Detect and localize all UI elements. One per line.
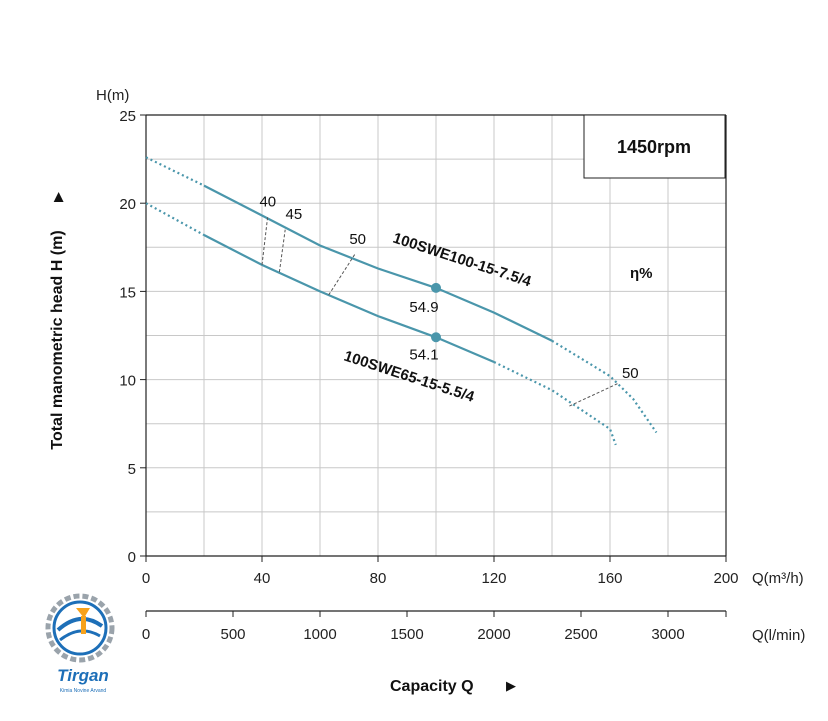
curve-dotted-end — [493, 361, 617, 446]
y-tick-label: 15 — [119, 284, 136, 301]
x-axis-title: Capacity Q — [390, 678, 474, 695]
y-tick-label: 5 — [128, 461, 136, 478]
x2-tick-label: 500 — [220, 626, 245, 643]
efficiency-line — [328, 254, 356, 296]
y-unit-label: H(m) — [96, 87, 129, 104]
curve-solid — [203, 234, 495, 364]
x2-tick-label: 0 — [142, 626, 150, 643]
y-tick-label: 0 — [128, 549, 136, 566]
y-tick-label: 25 — [119, 108, 136, 125]
x2-tick-label: 3000 — [651, 626, 684, 643]
tirgan-logo-icon — [45, 593, 115, 663]
y-axis-arrow: ▶ — [51, 192, 66, 202]
efficiency-line — [278, 229, 286, 273]
x2-tick-label: 1000 — [303, 626, 336, 643]
efficiency-label: 45 — [286, 206, 303, 223]
x2-tick-label: 2500 — [564, 626, 597, 643]
secondary-axis: 0 500 1000 1500 2000 2500 3000 — [142, 610, 727, 643]
speed-label: 1450rpm — [617, 137, 691, 157]
curve-dotted-end — [551, 339, 658, 434]
x2-unit-label: Q(l/min) — [752, 627, 805, 644]
series-name-label: 100SWE100-15-7.5/4 — [391, 230, 534, 291]
x-tick-label: 80 — [370, 570, 387, 587]
x-axis-arrow: ▶ — [506, 679, 516, 694]
efficiency-line — [569, 382, 619, 407]
y-axis-title: Total manometric head H (m) — [49, 230, 66, 449]
curve-solid — [203, 184, 553, 342]
y-tick-label: 20 — [119, 196, 136, 213]
x-tick-label: 120 — [481, 570, 506, 587]
bep-point — [431, 332, 441, 343]
logo-tagline: Kimia Novine Arvand — [59, 688, 107, 694]
x-tick-label: 160 — [597, 570, 622, 587]
efficiency-lines: 40 45 50 50 — [259, 194, 639, 407]
eff-symbol: η% — [630, 265, 653, 282]
y-tick-label: 10 — [119, 373, 136, 390]
curve-dotted-start — [145, 202, 205, 236]
bep-label: 54.9 — [409, 299, 438, 316]
curves: 54.9100SWE100-15-7.5/454.1100SWE65-15-5.… — [145, 156, 658, 446]
x-unit-label: Q(m³/h) — [752, 570, 804, 587]
tick-labels: 0 40 80 120 160 200 0 5 10 15 20 25 — [119, 108, 738, 587]
speed-box — [583, 114, 726, 179]
x-tick-label: 0 — [142, 570, 150, 587]
x-tick-label: 40 — [254, 570, 271, 587]
x2-tick-label: 1500 — [390, 626, 423, 643]
efficiency-label: 50 — [349, 231, 366, 248]
efficiency-label: 40 — [259, 194, 276, 211]
x-tick-label: 200 — [713, 570, 738, 587]
bep-point — [431, 282, 441, 293]
efficiency-line — [261, 215, 269, 265]
curve-dotted-start — [145, 156, 205, 187]
efficiency-label: 50 — [622, 365, 639, 382]
logo-name: Tirgan — [57, 666, 109, 685]
x2-tick-label: 2000 — [477, 626, 510, 643]
bep-label: 54.1 — [409, 346, 438, 363]
